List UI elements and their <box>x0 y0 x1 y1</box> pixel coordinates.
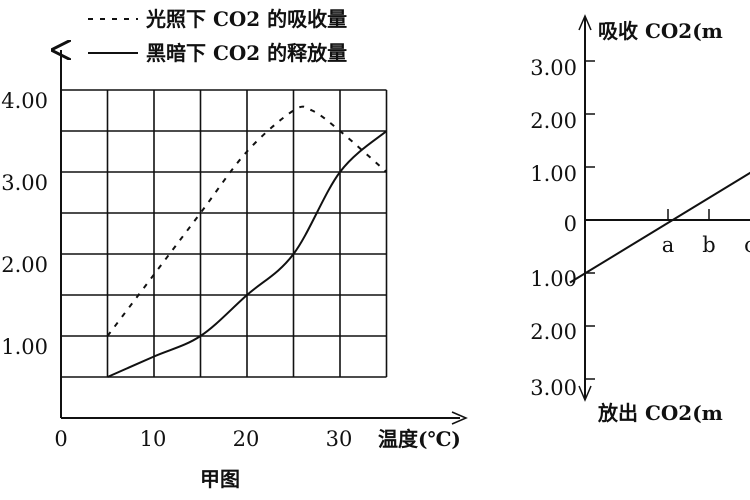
right-y-tick-0: 0 <box>564 212 577 236</box>
series-line-dark-release <box>107 130 388 378</box>
right-x-tick-c: c <box>744 233 750 257</box>
legend-entry-dashed: 光照下 CO2 的吸收量 <box>145 7 347 31</box>
left-x-tick-30: 30 <box>326 427 353 451</box>
right-y-tick-m3: 3.00 <box>530 376 577 400</box>
left-caption: 甲图 <box>200 467 240 491</box>
left-x-axis-arrow <box>451 411 468 425</box>
right-x-tick-a: a <box>662 233 675 257</box>
legend: 光照下 CO2 的吸收量 黑暗下 CO2 的释放量 <box>88 7 347 65</box>
left-x-tick-20: 20 <box>233 427 260 451</box>
series-line-light-absorption <box>106 105 388 337</box>
right-y-tick-m2: 2.00 <box>530 320 577 344</box>
right-y-label-bottom: 放出 CO2(m <box>597 401 723 425</box>
right-y-tick-m1: 1.00 <box>530 267 577 291</box>
right-y-axis-arrow-bottom <box>578 385 592 402</box>
left-grid <box>61 89 388 378</box>
left-x-tick-10: 10 <box>140 427 167 451</box>
left-y-tick-1: 1.00 <box>1 335 48 359</box>
left-y-tick-2: 2.00 <box>1 253 48 277</box>
left-x-axis-label: 温度(℃) <box>378 427 461 451</box>
left-chart: 光照下 CO2 的吸收量 黑暗下 CO2 的释放量 4.00 3.00 2.00… <box>1 7 468 491</box>
right-y-label-top: 吸收 CO2(m <box>598 19 723 43</box>
right-y-axis-arrow-top <box>578 14 592 31</box>
left-y-tick-3: 3.00 <box>1 171 48 195</box>
right-chart: 吸收 CO2(m 放出 CO2(m 3.00 2.00 1.00 0 1.00 … <box>530 14 750 425</box>
right-y-tick-marks <box>585 60 595 380</box>
left-x-tick-0: 0 <box>54 427 67 451</box>
right-series-line <box>569 171 750 284</box>
legend-entry-solid: 黑暗下 CO2 的释放量 <box>146 41 347 65</box>
right-y-tick-1: 1.00 <box>530 162 577 186</box>
right-y-tick-3: 3.00 <box>530 56 577 80</box>
right-y-tick-2: 2.00 <box>530 109 577 133</box>
left-y-tick-4: 4.00 <box>1 89 48 113</box>
right-x-tick-b: b <box>702 233 715 257</box>
